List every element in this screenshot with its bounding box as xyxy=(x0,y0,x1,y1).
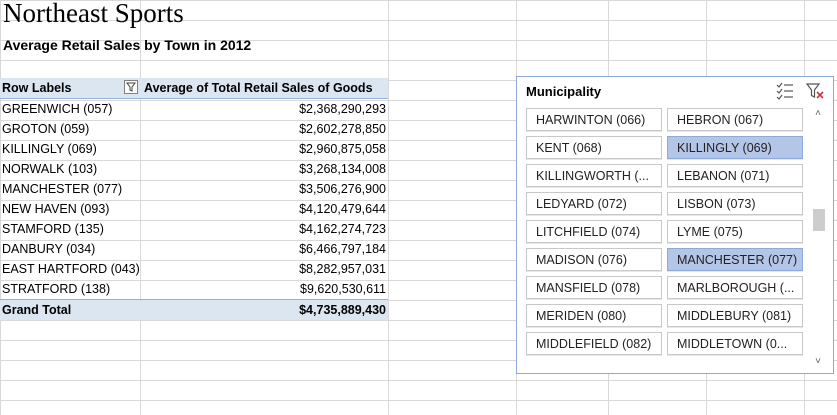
grand-total-row[interactable]: Grand Total $4,735,889,430 xyxy=(0,299,388,320)
pivot-row-label: GREENWICH (057) xyxy=(2,102,112,116)
pivot-row-value: $3,268,134,008 xyxy=(299,162,386,176)
pivot-row[interactable]: MANCHESTER (077) $3,506,276,900 xyxy=(0,179,388,199)
pivot-row-label: KILLINGLY (069) xyxy=(2,142,97,156)
pivot-row-label: EAST HARTFORD (043) xyxy=(2,262,140,276)
pivot-row-label: NEW HAVEN (093) xyxy=(2,202,109,216)
pivot-row-label: STAMFORD (135) xyxy=(2,222,104,236)
slicer-item[interactable]: HEBRON (067) xyxy=(667,108,803,131)
municipality-slicer[interactable]: Municipality HARWINTON (066) HEBRON (067)… xyxy=(516,76,834,374)
pivot-row[interactable]: KILLINGLY (069) $2,960,875,058 xyxy=(0,139,388,159)
pivot-row-label: MANCHESTER (077) xyxy=(2,182,122,196)
scroll-thumb[interactable] xyxy=(813,209,825,231)
slicer-item[interactable]: MANCHESTER (077) xyxy=(667,248,803,271)
row-labels-header[interactable]: Row Labels xyxy=(2,81,71,95)
pivot-row-value: $9,620,530,611 xyxy=(300,282,386,296)
pivot-row[interactable]: NORWALK (103) $3,268,134,008 xyxy=(0,159,388,179)
slicer-title: Municipality xyxy=(526,84,601,99)
pivot-row-value: $2,368,290,293 xyxy=(299,102,386,116)
pivot-row-label: NORWALK (103) xyxy=(2,162,97,176)
pivot-row-value: $2,602,278,850 xyxy=(299,122,386,136)
slicer-item[interactable]: HARWINTON (066) xyxy=(526,108,662,131)
grand-total-value: $4,735,889,430 xyxy=(299,303,386,317)
pivot-row-value: $4,162,274,723 xyxy=(299,222,386,236)
slicer-item[interactable]: KILLINGLY (069) xyxy=(667,136,803,159)
pivot-row[interactable]: EAST HARTFORD (043) $8,282,957,031 xyxy=(0,259,388,279)
slicer-item[interactable]: MIDDLETOWN (0... xyxy=(667,332,803,355)
slicer-item[interactable]: LYME (075) xyxy=(667,220,803,243)
pivot-table[interactable]: Row Labels Average of Total Retail Sales… xyxy=(0,78,388,320)
slicer-item-list: HARWINTON (066) HEBRON (067) KENT (068) KIL… xyxy=(526,108,808,366)
sheet-subtitle: Average Retail Sales by Town in 2012 xyxy=(3,37,251,53)
slicer-item[interactable]: MADISON (076) xyxy=(526,248,662,271)
slicer-item[interactable]: MARLBOROUGH (... xyxy=(667,276,803,299)
pivot-body: GREENWICH (057) $2,368,290,293 GROTON (059… xyxy=(0,99,388,299)
pivot-row[interactable]: GREENWICH (057) $2,368,290,293 xyxy=(0,99,388,119)
slicer-item[interactable]: MERIDEN (080) xyxy=(526,304,662,327)
slicer-item[interactable]: KENT (068) xyxy=(526,136,662,159)
slicer-item[interactable]: MIDDLEBURY (081) xyxy=(667,304,803,327)
slicer-item[interactable]: MIDDLEFIELD (082) xyxy=(526,332,662,355)
pivot-header-row: Row Labels Average of Total Retail Sales… xyxy=(0,78,388,99)
pivot-row[interactable]: DANBURY (034) $6,466,797,184 xyxy=(0,239,388,259)
slicer-item[interactable]: LISBON (073) xyxy=(667,192,803,215)
pivot-row[interactable]: STAMFORD (135) $4,162,274,723 xyxy=(0,219,388,239)
scroll-up-icon[interactable]: ˄ xyxy=(810,107,826,121)
scroll-down-icon[interactable]: ˅ xyxy=(810,355,826,369)
slicer-item[interactable]: LITCHFIELD (074) xyxy=(526,220,662,243)
grand-total-label: Grand Total xyxy=(2,303,71,317)
pivot-row-label: DANBURY (034) xyxy=(2,242,95,256)
multi-select-icon[interactable] xyxy=(775,81,795,101)
pivot-row[interactable]: STRATFORD (138) $9,620,530,611 xyxy=(0,279,388,299)
pivot-row-value: $2,960,875,058 xyxy=(299,142,386,156)
filter-dropdown-icon[interactable] xyxy=(124,80,138,94)
slicer-scrollbar[interactable]: ˄ ˅ xyxy=(810,107,826,369)
pivot-row[interactable]: NEW HAVEN (093) $4,120,479,644 xyxy=(0,199,388,219)
slicer-item[interactable]: LEBANON (071) xyxy=(667,164,803,187)
column-divider xyxy=(388,0,389,415)
pivot-row-value: $4,120,479,644 xyxy=(299,202,386,216)
slicer-item[interactable]: MANSFIELD (078) xyxy=(526,276,662,299)
slicer-item[interactable]: LEDYARD (072) xyxy=(526,192,662,215)
clear-filter-icon[interactable] xyxy=(805,81,825,101)
pivot-row-value: $6,466,797,184 xyxy=(299,242,386,256)
pivot-row-value: $3,506,276,900 xyxy=(299,182,386,196)
pivot-row-label: STRATFORD (138) xyxy=(2,282,110,296)
pivot-row-value: $8,282,957,031 xyxy=(299,262,386,276)
slicer-item[interactable]: KILLINGWORTH (... xyxy=(526,164,662,187)
value-column-header[interactable]: Average of Total Retail Sales of Goods xyxy=(144,81,373,95)
sheet-title: Northeast Sports xyxy=(3,0,184,29)
pivot-row[interactable]: GROTON (059) $2,602,278,850 xyxy=(0,119,388,139)
pivot-row-label: GROTON (059) xyxy=(2,122,89,136)
